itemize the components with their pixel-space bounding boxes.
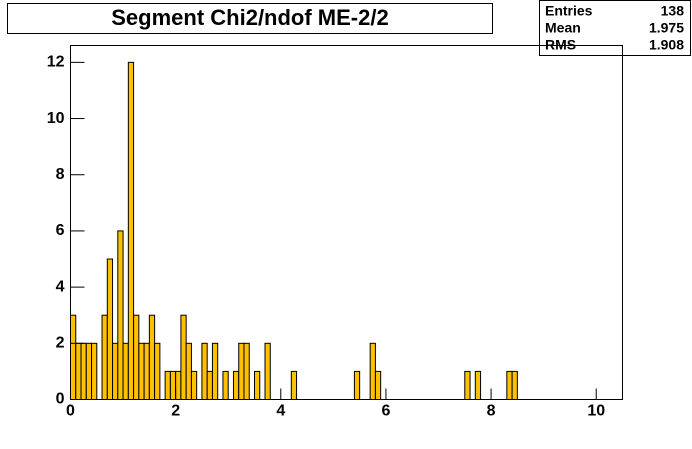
bar <box>369 342 376 400</box>
bar <box>75 342 82 400</box>
bar <box>238 342 245 400</box>
stats-value: 1.975 <box>649 20 684 36</box>
bar <box>290 370 298 400</box>
bar <box>243 342 250 400</box>
bar <box>353 370 361 400</box>
bar <box>117 230 124 400</box>
bar <box>143 342 150 400</box>
bar <box>232 370 240 400</box>
bar <box>254 370 261 400</box>
bar <box>80 342 87 400</box>
bar <box>112 342 119 400</box>
bar <box>169 370 177 400</box>
bar <box>91 342 98 400</box>
bar <box>264 342 271 400</box>
bar <box>133 314 140 401</box>
y-tick-label: 8 <box>56 166 65 183</box>
bar <box>506 370 513 400</box>
x-tick-label: 6 <box>381 403 390 420</box>
bar <box>164 370 171 400</box>
bar <box>154 342 161 400</box>
bar <box>180 314 187 401</box>
bar <box>85 342 93 400</box>
bar <box>138 342 145 400</box>
bar <box>474 370 482 400</box>
bar <box>206 370 213 400</box>
title-box <box>7 3 493 34</box>
bar <box>464 370 471 400</box>
stats-label: Mean <box>545 20 581 36</box>
bar <box>127 61 135 400</box>
y-tick-label: 0 <box>56 391 65 408</box>
bar <box>374 370 382 400</box>
bar <box>190 370 198 400</box>
y-tick-label: 6 <box>56 222 65 239</box>
x-tick-label: 8 <box>487 403 496 420</box>
bar <box>122 342 129 400</box>
bar <box>175 370 182 400</box>
stats-label: RMS <box>545 37 576 53</box>
bar <box>70 314 77 401</box>
x-tick-label: 4 <box>276 403 285 420</box>
stats-box <box>539 0 691 56</box>
bar <box>185 342 192 400</box>
x-tick-label: 0 <box>66 403 75 420</box>
y-tick-label: 12 <box>47 54 65 71</box>
y-tick-label: 10 <box>47 110 65 127</box>
bar <box>511 370 518 400</box>
bar <box>148 314 156 401</box>
stats-value: 1.908 <box>649 37 684 53</box>
chart-title: Segment Chi2/ndof ME-2/2 <box>111 5 388 30</box>
bar <box>201 342 208 400</box>
bar <box>101 314 108 401</box>
bar <box>222 370 229 400</box>
bar <box>106 258 114 400</box>
x-tick-label: 2 <box>171 403 180 420</box>
bar <box>211 342 219 400</box>
stats-label: Entries <box>545 3 593 19</box>
y-tick-label: 2 <box>56 335 65 352</box>
stats-value: 138 <box>661 3 685 19</box>
x-tick-label: 10 <box>587 403 605 420</box>
y-tick-label: 4 <box>56 278 65 295</box>
